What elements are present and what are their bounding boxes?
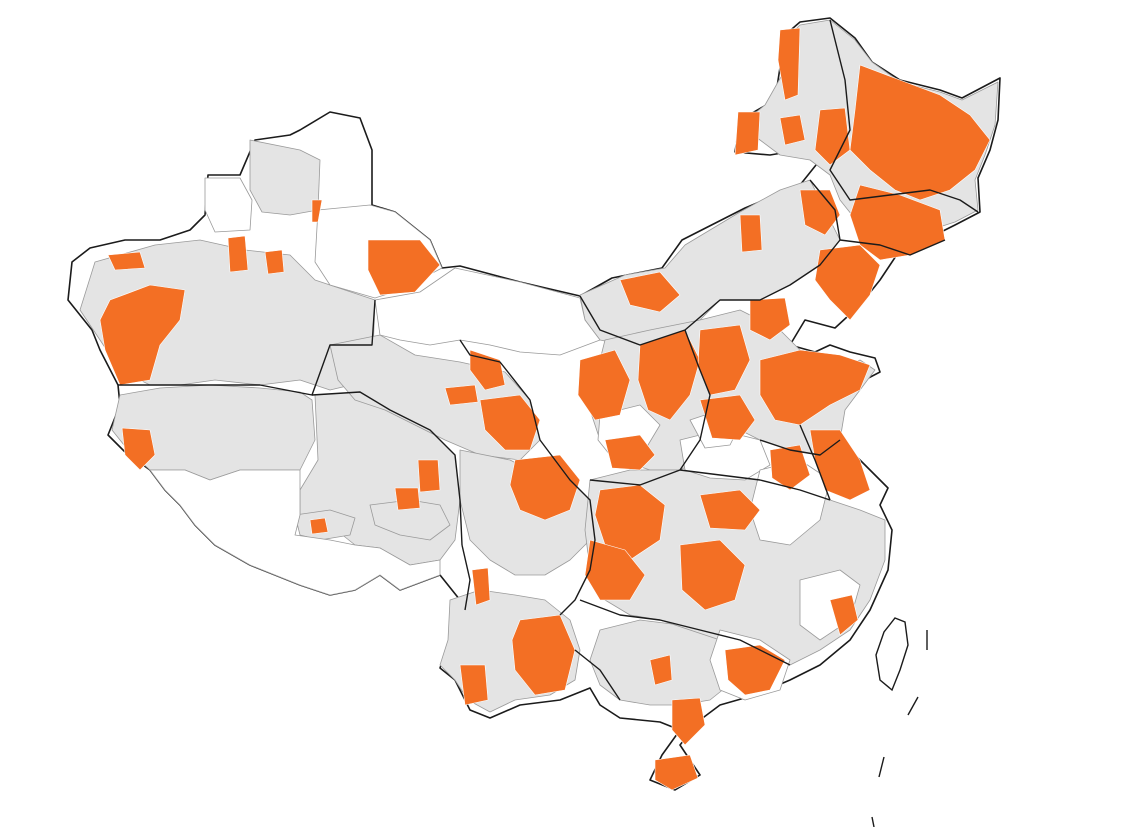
- region-orange-henan: [699, 394, 756, 441]
- region-orange-qinghai-1: [444, 384, 479, 406]
- region-orange-shaanxi-s: [604, 434, 656, 471]
- nine-dash-segment-4: [871, 816, 875, 827]
- nine-dash-segment-3: [878, 756, 885, 778]
- region-orange-xj-mid2: [264, 249, 285, 275]
- region-orange-beijing: [749, 297, 791, 341]
- region-orange-im-1: [799, 189, 841, 236]
- region-orange-anhui: [769, 444, 811, 491]
- border-qinghai-tibet: [311, 391, 463, 546]
- region-orange-im-2: [739, 214, 763, 253]
- region-orange-hubei-1: [699, 489, 761, 531]
- region-orange-guangdong: [724, 644, 786, 696]
- border-central-south: [589, 469, 831, 501]
- region-orange-heilongjiang-e: [849, 64, 991, 201]
- region-orange-yunnan: [511, 614, 576, 696]
- region-orange-tibet-s: [309, 517, 329, 535]
- region-orange-yunnan-nw: [471, 567, 491, 606]
- highlighted-regions: [99, 27, 991, 791]
- region-white-tibet-far: [149, 469, 441, 596]
- border-south: [579, 599, 791, 666]
- border-east-coast: [759, 439, 841, 456]
- region-orange-xj-west: [99, 284, 186, 386]
- region-orange-hainan: [654, 754, 699, 791]
- region-orange-xj-n: [311, 199, 323, 223]
- region-orange-tibet-w: [121, 427, 156, 471]
- region-gray-north-xj: [249, 139, 321, 216]
- region-orange-gansu-s: [479, 394, 541, 451]
- region-white-xj-north: [204, 177, 253, 233]
- border-hlj-im: [829, 19, 979, 213]
- region-orange-fujian: [829, 594, 859, 636]
- border-sd-js: [799, 424, 831, 501]
- region-orange-shandong: [759, 349, 871, 426]
- border-gansu-qinghai: [459, 339, 541, 441]
- province-borders: [118, 19, 979, 701]
- region-orange-im-3: [619, 271, 681, 313]
- region-orange-xj-ne: [367, 239, 441, 296]
- region-white-gansu: [374, 267, 601, 356]
- region-orange-shaanxi-n: [577, 349, 631, 421]
- border-tibet-sichuan: [461, 544, 471, 611]
- region-orange-liaoning: [814, 244, 881, 321]
- region-orange-xj-nw: [107, 251, 146, 271]
- nine-dash-segment-2: [907, 696, 919, 716]
- region-orange-xj-mid: [227, 235, 249, 273]
- region-orange-chongqing: [594, 484, 666, 561]
- border-yunnan-guangxi: [574, 649, 621, 701]
- region-orange-heilongjiang-2: [814, 107, 851, 166]
- region-orange-heilongjiang-n: [777, 27, 801, 101]
- region-orange-heilongjiang-1: [779, 114, 806, 146]
- region-orange-guangxi: [649, 654, 673, 686]
- region-orange-guizhou: [584, 539, 646, 601]
- region-orange-heilongjiang-w: [734, 111, 761, 156]
- region-orange-yunnan-w: [459, 664, 489, 706]
- no-data-patches: [149, 177, 861, 701]
- region-orange-hunan: [679, 539, 746, 611]
- border-north-china: [679, 329, 711, 471]
- border-im-gansu: [579, 179, 841, 346]
- region-orange-guangdong-w: [671, 697, 706, 746]
- border-sichuan-chongqing: [539, 439, 596, 616]
- region-orange-tibet-e1: [417, 459, 441, 493]
- taiwan-island: [875, 617, 909, 692]
- border-jilin-liaoning: [839, 239, 946, 256]
- region-orange-tibet-e2: [394, 487, 421, 511]
- region-orange-ningxia: [469, 349, 506, 391]
- region-orange-sichuan-n: [509, 454, 581, 521]
